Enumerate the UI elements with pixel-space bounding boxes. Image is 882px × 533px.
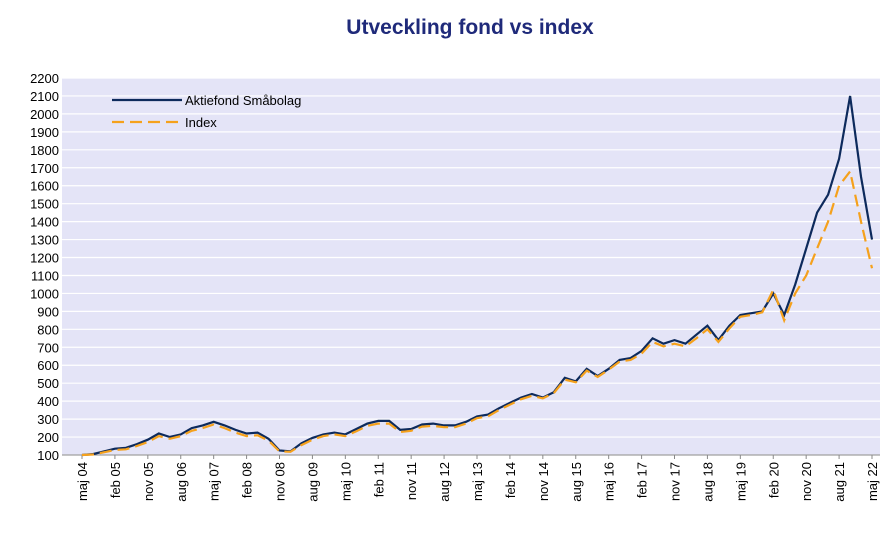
y-tick-label: 1400 bbox=[30, 215, 59, 230]
x-tick-label: nov 14 bbox=[536, 462, 551, 501]
x-tick-label: nov 08 bbox=[273, 462, 288, 501]
x-tick-label: nov 20 bbox=[799, 462, 814, 501]
x-tick-label: nov 05 bbox=[141, 462, 156, 501]
x-tick-label: aug 15 bbox=[569, 462, 584, 502]
y-tick-label: 2000 bbox=[30, 107, 59, 122]
y-tick-label: 300 bbox=[37, 412, 59, 427]
series-line bbox=[81, 168, 874, 457]
chart-title: Utveckling fond vs index bbox=[346, 16, 594, 39]
y-tick-label: 1200 bbox=[30, 251, 59, 266]
y-tick-label: 1300 bbox=[30, 233, 59, 248]
y-tick-label: 1700 bbox=[30, 161, 59, 176]
x-tick-label: maj 04 bbox=[75, 462, 90, 501]
x-tick-label: feb 11 bbox=[371, 462, 386, 497]
y-tick-label: 500 bbox=[37, 376, 59, 391]
x-tick-label: maj 10 bbox=[338, 462, 353, 501]
x-tick-label: nov 17 bbox=[668, 462, 683, 501]
y-tick-label: 600 bbox=[37, 358, 59, 373]
x-tick-label: aug 21 bbox=[832, 462, 847, 502]
y-tick-label: 100 bbox=[37, 448, 59, 463]
x-tick-label: maj 13 bbox=[470, 462, 485, 501]
y-tick-label: 1100 bbox=[31, 268, 59, 283]
x-tick-label: aug 18 bbox=[700, 462, 715, 502]
legend-label: Index bbox=[185, 115, 217, 130]
plot-area bbox=[62, 78, 880, 455]
x-tick-label: nov 11 bbox=[404, 462, 419, 500]
y-tick-label: 1600 bbox=[30, 179, 59, 194]
x-tick-label: feb 20 bbox=[766, 462, 781, 498]
y-tick-label: 800 bbox=[37, 322, 59, 337]
x-tick-label: maj 16 bbox=[602, 462, 617, 501]
y-tick-label: 2200 bbox=[30, 71, 59, 86]
y-tick-label: 400 bbox=[37, 394, 59, 409]
y-tick-label: 900 bbox=[37, 304, 59, 319]
y-tick-label: 200 bbox=[37, 430, 59, 445]
y-tick-label: 1000 bbox=[30, 286, 59, 301]
y-tick-label: 1800 bbox=[30, 143, 59, 158]
legend-label: Aktiefond Småbolag bbox=[185, 93, 301, 108]
series-line bbox=[81, 95, 874, 457]
x-tick-label: feb 17 bbox=[635, 462, 650, 498]
x-tick-label: feb 05 bbox=[108, 462, 123, 498]
y-tick-label: 2100 bbox=[30, 89, 59, 104]
x-tick-label: aug 09 bbox=[305, 462, 320, 502]
x-tick-label: feb 14 bbox=[503, 462, 518, 498]
x-tick-label: maj 22 bbox=[865, 462, 880, 501]
x-tick-label: aug 12 bbox=[437, 462, 452, 502]
x-tick-label: maj 19 bbox=[733, 462, 748, 501]
y-tick-label: 700 bbox=[37, 340, 59, 355]
x-tick-label: feb 08 bbox=[240, 462, 255, 498]
x-tick-label: aug 06 bbox=[174, 462, 189, 502]
y-tick-label: 1900 bbox=[30, 125, 59, 140]
x-tick-label: maj 07 bbox=[207, 462, 222, 501]
y-tick-label: 1500 bbox=[30, 197, 59, 212]
